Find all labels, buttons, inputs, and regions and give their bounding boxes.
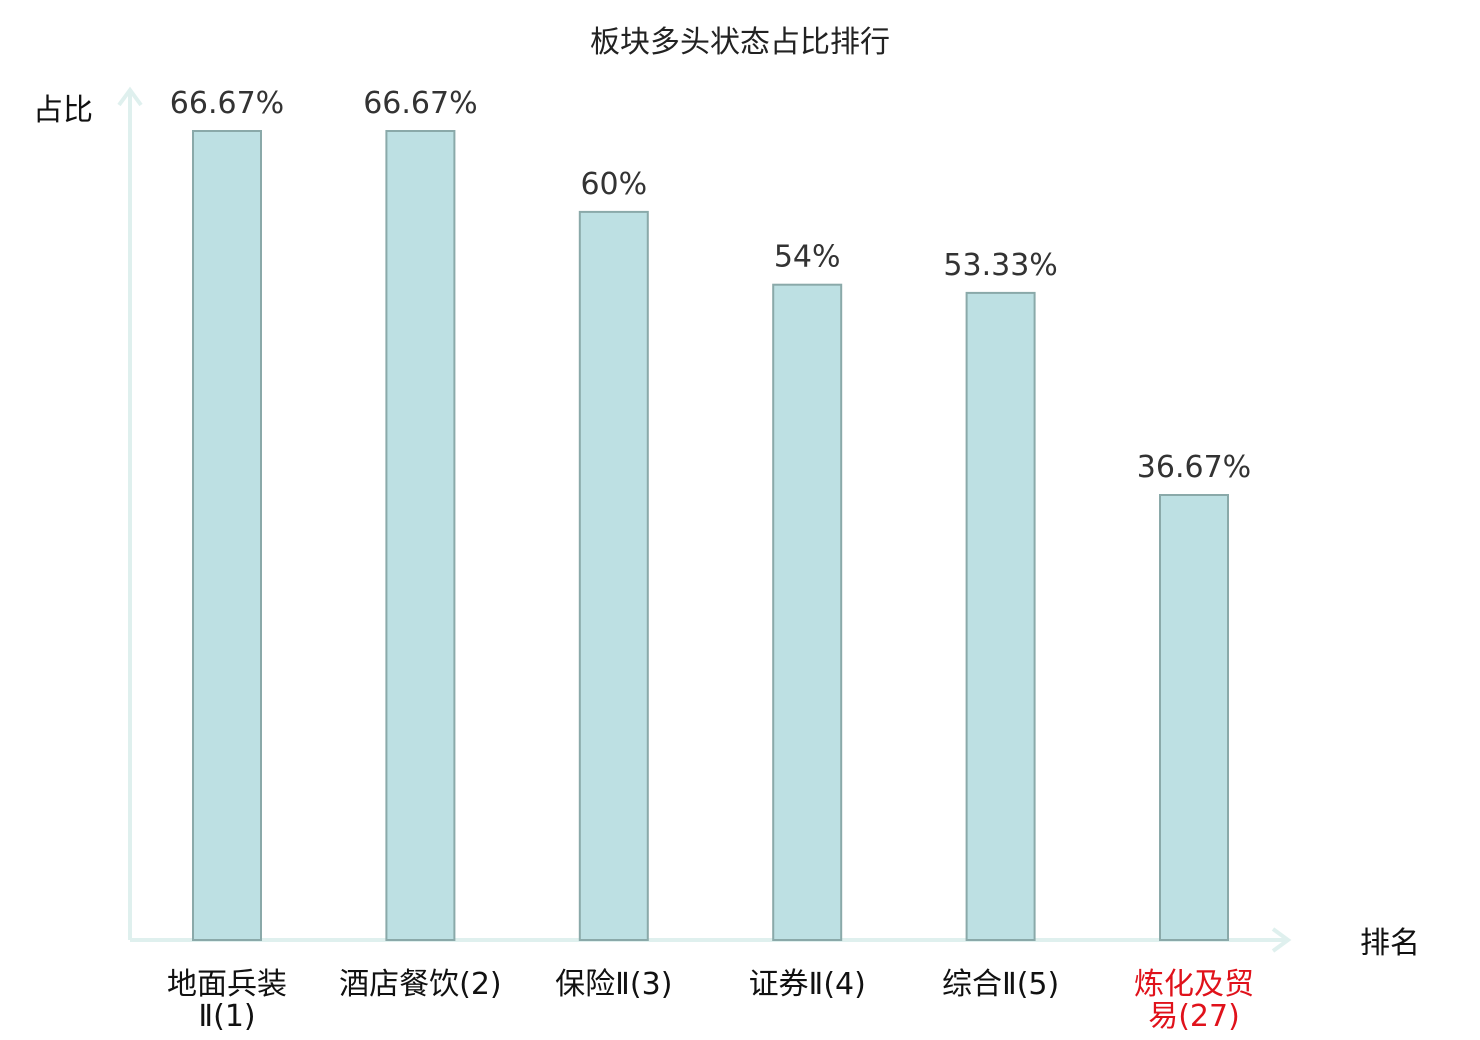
category-label-2: 酒店餐饮(2): [339, 967, 502, 1002]
value-label-3: 60%: [580, 167, 647, 202]
bar-3: [578, 210, 649, 941]
value-label-2: 66.67%: [363, 86, 477, 121]
y-axis-arrow: [117, 86, 143, 107]
bars: [192, 130, 1229, 941]
bar-4: [772, 283, 843, 941]
category-label-1: 地面兵装: [167, 967, 287, 1002]
value-label-6: 36.67%: [1137, 450, 1251, 485]
value-label-5: 53.33%: [943, 248, 1057, 283]
x-axis-arrow: [1271, 927, 1292, 953]
bar-2: [385, 130, 456, 941]
bar-1: [192, 130, 262, 941]
chart-title: 板块多头状态占比排行: [590, 25, 890, 60]
y-axis-label: 占比: [33, 93, 93, 128]
x-axis-label: 排名: [1360, 926, 1420, 961]
category-label-4: 证券Ⅱ(4): [749, 967, 866, 1002]
bar-6: [1159, 494, 1229, 941]
value-label-4: 54%: [774, 240, 841, 275]
category-label-1-line2: Ⅱ(1): [198, 999, 255, 1034]
category-label-5: 综合Ⅱ(5): [942, 967, 1059, 1002]
category-label-3: 保险Ⅱ(3): [555, 967, 672, 1002]
category-label-6-line2: 易(27): [1148, 999, 1240, 1034]
category-label-6: 炼化及贸: [1134, 967, 1254, 1002]
value-label-1: 66.67%: [170, 86, 284, 121]
axes: [117, 86, 1292, 953]
value-labels: 66.67% 66.67% 60% 54% 53.33% 36.67%: [170, 86, 1251, 485]
bar-5: [965, 291, 1036, 941]
